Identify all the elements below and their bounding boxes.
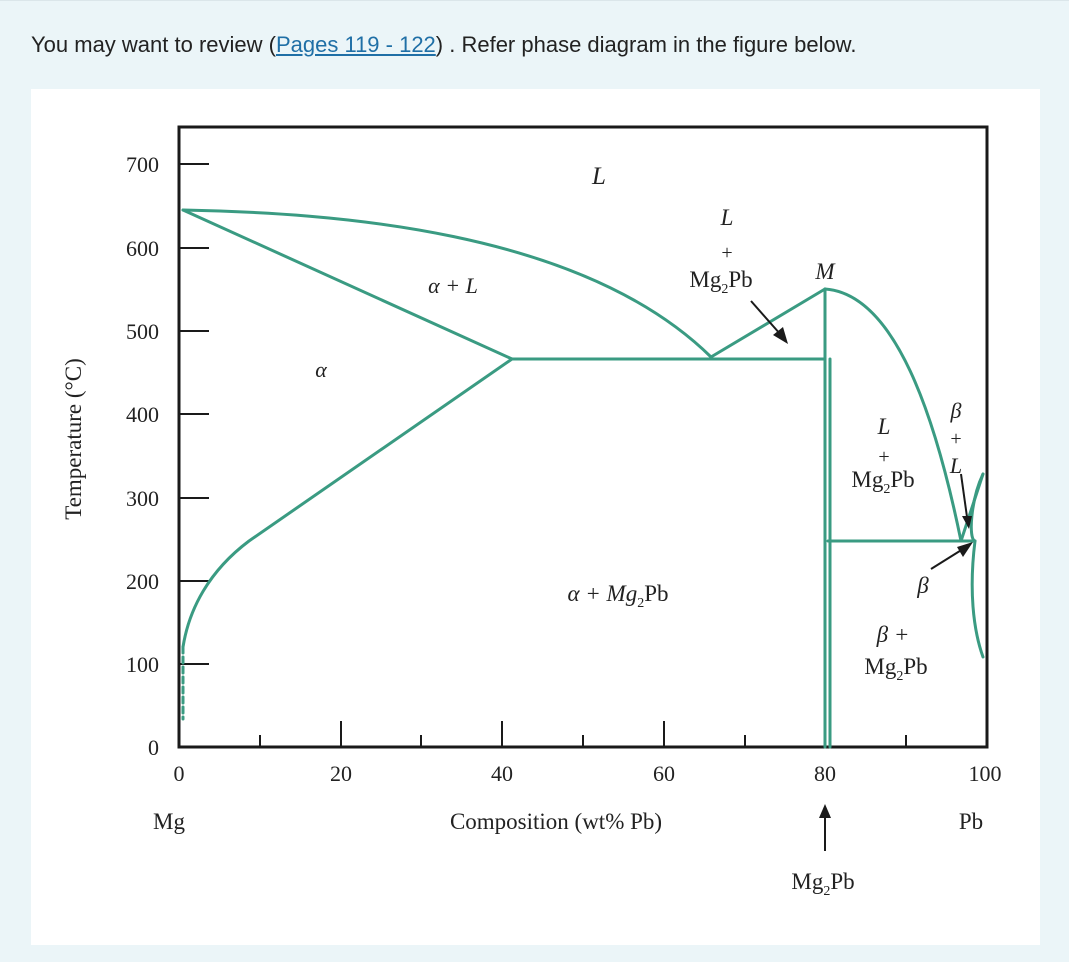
y-tick-label: 500 xyxy=(126,319,159,344)
x-tick-label: 60 xyxy=(653,761,675,786)
svg-text:Mg2Pb: Mg2Pb xyxy=(864,654,927,684)
x-tick-label: 20 xyxy=(330,761,352,786)
x-tick-label: 80 xyxy=(814,761,836,786)
svg-text:L: L xyxy=(949,453,962,478)
region-beta-plus-l: β + L xyxy=(949,398,962,478)
region-liquid-label: L xyxy=(591,163,606,190)
region-beta-plus-compound: β + Mg2Pb xyxy=(864,622,927,684)
alpha-solidus-line xyxy=(181,208,514,361)
svg-text:+: + xyxy=(950,428,961,450)
intro-suffix: ) . Refer phase diagram in the figure be… xyxy=(435,32,857,57)
liquidus-line-left xyxy=(181,208,713,359)
region-l-plus-compound-right: L + Mg2Pb xyxy=(851,414,914,497)
svg-text:+: + xyxy=(878,446,889,468)
y-tick-label: 200 xyxy=(126,569,159,594)
svg-text:Mg2Pb: Mg2Pb xyxy=(851,467,914,497)
y-tick-label: 700 xyxy=(126,152,159,177)
x-tick-label: 100 xyxy=(969,761,1002,786)
beta-solvus-line xyxy=(970,539,985,659)
x-tick-label: 0 xyxy=(174,761,185,786)
y-tick-label: 100 xyxy=(126,652,159,677)
svg-text:β: β xyxy=(950,398,962,423)
left-end-label: Mg xyxy=(153,809,185,834)
region-alpha-plus-compound-label: α + Mg2Pb xyxy=(567,581,668,611)
alpha-solvus-line xyxy=(181,357,514,649)
x-tick-marks xyxy=(259,721,907,747)
max-point-label: M xyxy=(814,259,836,284)
pages-link[interactable]: Pages 119 - 122 xyxy=(275,32,436,57)
y-tick-label: 400 xyxy=(126,402,159,427)
phase-diagram-figure: 700 600 500 400 300 200 100 0 0 20 40 60… xyxy=(31,89,1040,945)
pointer-arrows xyxy=(750,300,973,851)
y-tick-label: 0 xyxy=(148,735,159,760)
svg-text:L: L xyxy=(877,414,891,439)
y-axis-label: Temperature (°C) xyxy=(61,358,86,519)
svg-text:Mg2Pb: Mg2Pb xyxy=(689,267,752,297)
region-beta-label: β xyxy=(916,573,929,598)
compound-liquidus-right xyxy=(823,287,963,543)
right-end-label: Pb xyxy=(959,809,983,834)
intro-prefix: You may want to review ( xyxy=(31,32,276,57)
svg-text:+: + xyxy=(721,242,732,264)
region-alpha-plus-l-label: α + L xyxy=(428,273,478,298)
compound-liquidus-left xyxy=(709,287,827,359)
y-tick-marks xyxy=(179,163,209,665)
svg-text:L: L xyxy=(720,205,734,230)
phase-diagram-svg: 700 600 500 400 300 200 100 0 0 20 40 60… xyxy=(61,125,1002,899)
svg-text:β +: β + xyxy=(876,622,910,647)
region-alpha-label: α xyxy=(315,357,327,382)
region-l-plus-compound-left: L + Mg2Pb xyxy=(689,205,752,297)
y-tick-label: 300 xyxy=(126,486,159,511)
intro-text: You may want to review (Pages 119 - 122)… xyxy=(31,32,856,58)
x-tick-label: 40 xyxy=(491,761,513,786)
x-axis-label: Composition (wt% Pb) xyxy=(450,809,662,834)
compound-marker-label: Mg2Pb xyxy=(791,869,854,899)
y-tick-label: 600 xyxy=(126,236,159,261)
